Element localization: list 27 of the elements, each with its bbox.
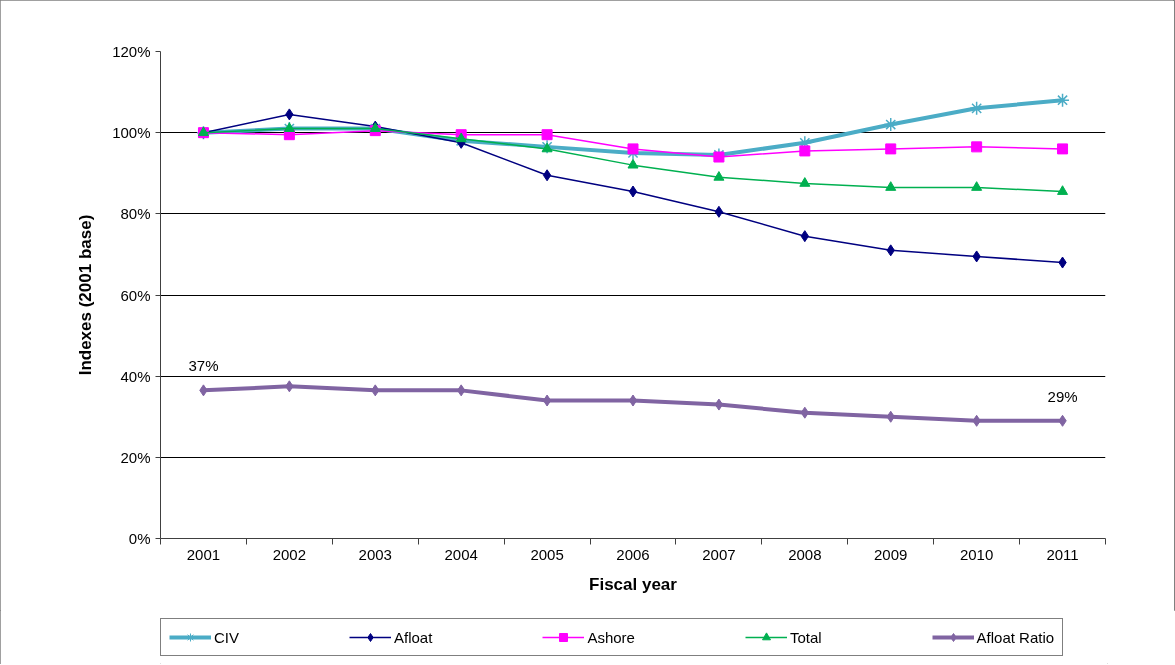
legend-label: Afloat Ratio xyxy=(976,628,1055,646)
x-tick-label: 2009 xyxy=(874,545,908,563)
x-tick-label: 2002 xyxy=(272,545,307,563)
y-tick-label: 60% xyxy=(120,286,151,304)
legend-label: CIV xyxy=(214,628,240,646)
x-tick-label: 2003 xyxy=(358,545,392,563)
legend-label: Ashore xyxy=(587,628,635,646)
y-axis-title: Indexes (2001 base) xyxy=(76,214,96,376)
y-tick-label: 120% xyxy=(112,43,151,60)
x-axis-title: Fiscal year xyxy=(589,574,678,594)
data-label: 29% xyxy=(1047,387,1078,405)
y-tick-label: 40% xyxy=(120,367,151,385)
y-tick-label: 80% xyxy=(120,205,151,223)
y-tick-label: 100% xyxy=(112,124,151,142)
x-tick-label: 2007 xyxy=(702,545,736,563)
x-tick-label: 2008 xyxy=(788,545,822,563)
y-tick-label: 0% xyxy=(128,530,151,547)
x-tick-label: 2004 xyxy=(444,545,478,563)
x-tick-label: 2011 xyxy=(1046,545,1079,563)
x-tick-label: 2006 xyxy=(616,545,650,563)
x-tick-label: 2001 xyxy=(186,545,221,563)
data-label: 37% xyxy=(188,357,219,375)
x-tick-label: 2010 xyxy=(959,545,994,563)
legend-label: Total xyxy=(789,628,822,646)
y-tick-label: 20% xyxy=(120,448,151,466)
x-tick-label: 2005 xyxy=(530,545,564,563)
legend-label: Afloat xyxy=(394,628,433,646)
